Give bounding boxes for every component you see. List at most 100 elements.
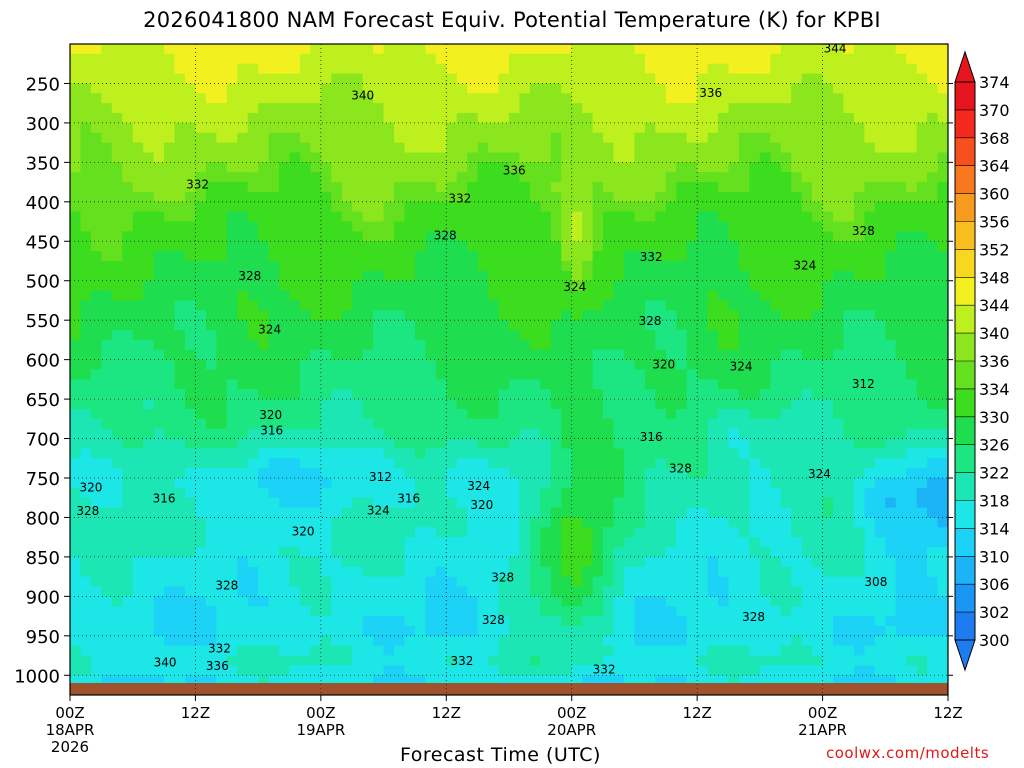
- field-cell: [916, 586, 928, 597]
- field-cell: [780, 122, 792, 134]
- field-cell: [477, 330, 489, 341]
- field-cell: [509, 231, 521, 242]
- field-cell: [414, 93, 426, 104]
- field-cell: [749, 280, 761, 292]
- field-cell: [519, 586, 531, 597]
- field-cell: [509, 389, 521, 400]
- field-cell: [331, 113, 343, 124]
- field-cell: [279, 132, 291, 144]
- field-cell: [446, 310, 458, 321]
- field-cell: [822, 468, 834, 479]
- field-cell: [101, 132, 113, 144]
- field-cell: [299, 241, 311, 252]
- field-cell: [718, 507, 730, 519]
- field-cell: [404, 320, 416, 331]
- field-cell: [770, 320, 782, 331]
- field-cell: [937, 556, 948, 568]
- field-cell: [80, 478, 92, 489]
- field-cell: [906, 83, 918, 94]
- field-cell: [853, 310, 865, 321]
- field-cell: [446, 122, 458, 134]
- field-cell: [258, 389, 270, 400]
- field-cell: [488, 142, 500, 154]
- field-cell: [320, 290, 332, 302]
- field-cell: [299, 310, 311, 321]
- field-cell: [853, 44, 865, 55]
- field-cell: [874, 132, 886, 144]
- field-cell: [362, 270, 374, 282]
- field-cell: [425, 113, 437, 124]
- field-cell: [853, 399, 865, 410]
- field-cell: [780, 458, 792, 469]
- field-cell: [780, 438, 792, 450]
- field-cell: [759, 142, 771, 154]
- field-cell: [718, 537, 730, 548]
- field-cell: [623, 517, 636, 528]
- field-cell: [477, 113, 489, 124]
- field-cell: [916, 310, 928, 321]
- field-cell: [519, 527, 531, 538]
- field-cell: [738, 152, 750, 163]
- field-cell: [331, 93, 343, 104]
- field-cell: [529, 399, 541, 410]
- field-cell: [529, 310, 541, 321]
- field-cell: [132, 231, 144, 242]
- field-cell: [216, 73, 228, 85]
- field-cell: [101, 537, 113, 548]
- field-cell: [164, 63, 176, 75]
- field-cell: [571, 191, 583, 203]
- field-cell: [571, 122, 583, 134]
- field-cell: [143, 280, 155, 292]
- field-cell: [603, 103, 615, 114]
- field-cell: [592, 231, 604, 242]
- field-cell: [456, 221, 468, 233]
- field-cell: [916, 339, 928, 351]
- field-cell: [644, 428, 656, 440]
- field-cell: [603, 596, 615, 607]
- field-cell: [299, 556, 311, 568]
- field-cell: [582, 507, 594, 519]
- field-cell: [268, 241, 280, 252]
- field-cell: [132, 142, 144, 154]
- field-cell: [498, 547, 510, 558]
- field-cell: [289, 527, 301, 538]
- field-cell: [456, 270, 468, 282]
- field-cell: [644, 221, 656, 233]
- field-cell: [467, 132, 479, 144]
- field-cell: [697, 369, 709, 380]
- field-cell: [864, 300, 876, 311]
- field-cell: [216, 389, 228, 400]
- field-cell: [874, 418, 886, 430]
- field-cell: [509, 152, 521, 163]
- field-cell: [331, 280, 343, 292]
- field-cell: [362, 63, 374, 75]
- field-cell: [833, 527, 845, 538]
- field-cell: [540, 280, 552, 292]
- field-cell: [184, 418, 197, 430]
- field-cell: [791, 399, 803, 410]
- field-cell: [592, 221, 604, 233]
- field-cell: [425, 517, 437, 528]
- field-cell: [446, 497, 458, 509]
- field-cell: [247, 448, 259, 459]
- field-cell: [111, 339, 123, 351]
- field-cell: [644, 103, 656, 114]
- field-cell: [592, 122, 604, 134]
- field-cell: [770, 261, 782, 272]
- field-cell: [467, 389, 479, 400]
- field-cell: [540, 616, 552, 627]
- field-cell: [247, 211, 259, 223]
- field-cell: [279, 369, 291, 380]
- field-cell: [519, 418, 531, 430]
- field-cell: [801, 73, 813, 85]
- field-cell: [383, 280, 395, 292]
- field-cell: [791, 290, 803, 302]
- field-cell: [70, 132, 82, 144]
- field-cell: [644, 53, 656, 65]
- field-cell: [519, 507, 531, 519]
- field-cell: [853, 300, 865, 311]
- field-cell: [383, 418, 395, 430]
- field-cell: [122, 142, 134, 154]
- field-cell: [874, 448, 886, 459]
- field-cell: [519, 73, 531, 85]
